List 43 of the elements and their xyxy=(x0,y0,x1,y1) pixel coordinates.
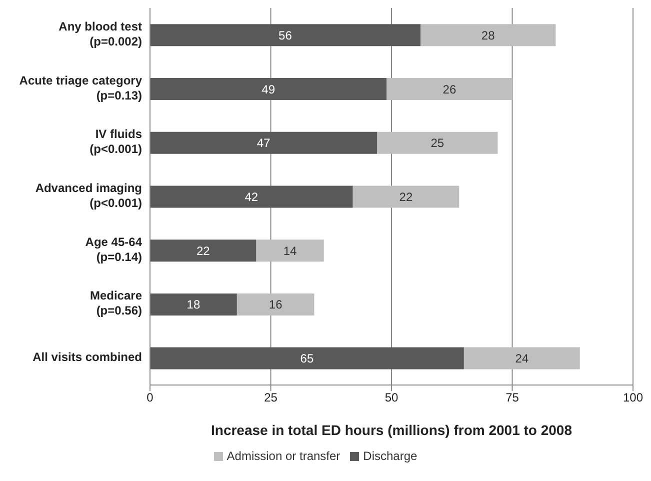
bar xyxy=(377,132,498,154)
data-label: 28 xyxy=(481,28,496,42)
bar xyxy=(236,293,314,316)
data-label: 24 xyxy=(515,352,529,366)
data-label: 42 xyxy=(244,190,258,204)
bar xyxy=(386,78,512,100)
legend-label: Discharge xyxy=(363,449,418,463)
y-tick-label: Acute triage category (p=0.13) xyxy=(19,73,142,102)
data-label: 49 xyxy=(262,82,276,96)
data-label: 18 xyxy=(186,298,200,312)
bar xyxy=(150,293,237,316)
data-label: 56 xyxy=(278,28,292,42)
data-label: 65 xyxy=(300,352,314,366)
legend-label: Admission or transfer xyxy=(226,449,340,463)
bar xyxy=(150,347,464,370)
x-tick-label: 50 xyxy=(384,390,398,405)
bar xyxy=(352,186,460,208)
data-label: 22 xyxy=(196,244,210,258)
y-tick-label: Age 45-64 (p=0.14) xyxy=(85,235,142,264)
data-label: 47 xyxy=(256,136,270,150)
data-label: 25 xyxy=(430,136,444,150)
y-tick-label: All visits combined xyxy=(32,350,142,364)
bar xyxy=(150,78,387,100)
bar xyxy=(464,347,580,370)
y-tick-label: Medicare (p=0.56) xyxy=(90,288,142,318)
x-tick-label: 25 xyxy=(264,390,278,405)
x-axis-title: Increase in total ED hours (millions) from 2001 to 2008 xyxy=(211,422,572,438)
x-tick-label: 75 xyxy=(506,390,520,405)
bar xyxy=(150,132,378,154)
bar xyxy=(150,240,256,262)
bar xyxy=(420,24,556,46)
x-tick-label: 100 xyxy=(622,390,644,405)
data-label: 16 xyxy=(268,298,283,312)
bar xyxy=(256,240,324,262)
data-label: 26 xyxy=(442,82,456,96)
y-tick-label: Advanced imaging (p<0.001) xyxy=(35,181,142,210)
data-label: 22 xyxy=(399,190,413,204)
bar xyxy=(150,24,420,46)
x-tick-label: 0 xyxy=(146,390,154,405)
y-tick-label: Any blood test (p=0.002) xyxy=(58,20,142,49)
y-tick-label: IV fluids (p<0.001) xyxy=(90,127,142,156)
bar xyxy=(150,186,353,208)
data-label: 14 xyxy=(283,244,298,258)
